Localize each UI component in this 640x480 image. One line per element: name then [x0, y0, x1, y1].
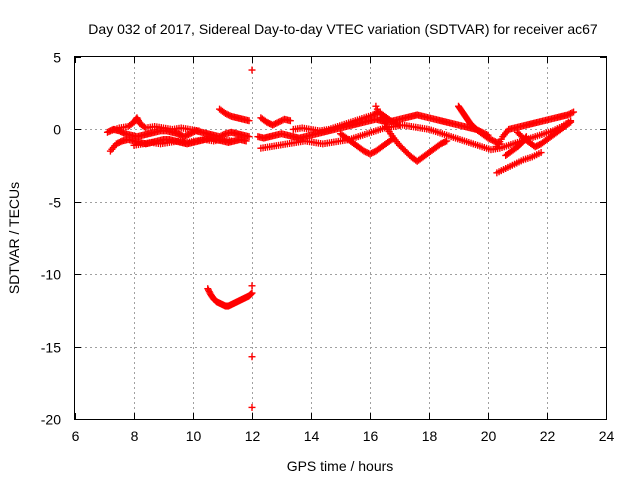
series-s15	[493, 108, 578, 151]
data-point	[568, 109, 576, 117]
data-point	[248, 282, 256, 290]
chart-title: Day 032 of 2017, Sidereal Day-to-day VTE…	[88, 21, 598, 37]
y-tick-labels: 5 0 -5 -10 -15 -20	[41, 50, 61, 428]
data-point	[441, 138, 449, 146]
y-tick-label: -5	[49, 195, 62, 211]
data-point	[570, 108, 578, 116]
data-point	[247, 290, 255, 298]
y-tick-label: 0	[53, 122, 61, 138]
data-point	[247, 290, 255, 298]
data-point	[242, 137, 250, 145]
x-tick-label: 14	[304, 428, 320, 444]
data-point	[248, 289, 256, 297]
x-tick-label: 22	[540, 428, 556, 444]
x-tick-labels: 6 8 10 12 14 16 18 20 22 24	[72, 428, 615, 444]
x-tick-label: 18	[422, 428, 438, 444]
data-point	[245, 133, 253, 141]
data-points	[103, 66, 578, 411]
y-tick-label: -15	[41, 340, 61, 356]
data-point	[396, 121, 403, 129]
series-s10	[257, 114, 294, 129]
series-s18	[514, 118, 575, 151]
data-point	[537, 149, 545, 157]
data-point	[390, 134, 398, 142]
x-axis-title: GPS time / hours	[287, 458, 394, 474]
x-tick-label: 12	[245, 428, 261, 444]
x-tick-label: 10	[186, 428, 202, 444]
x-tick-label: 16	[363, 428, 379, 444]
data-point	[385, 116, 393, 124]
series-s5	[216, 105, 253, 125]
x-tick-label: 20	[481, 428, 497, 444]
grid	[75, 57, 606, 419]
data-point	[388, 135, 396, 143]
y-tick-label: -20	[41, 412, 61, 428]
y-axis-title: SDTVAR / TECUs	[6, 182, 22, 294]
y-tick-label: 5	[53, 50, 61, 66]
data-point	[195, 127, 203, 135]
data-point	[245, 117, 253, 125]
data-point	[443, 137, 451, 145]
axis-ticks	[75, 57, 607, 420]
data-point	[140, 123, 148, 131]
data-point	[248, 403, 256, 411]
x-tick-label: 8	[131, 428, 139, 444]
plot-frame	[74, 56, 607, 420]
series-s7	[248, 66, 256, 411]
series-s13	[337, 130, 398, 158]
data-point	[286, 117, 294, 125]
series-s16	[493, 149, 545, 177]
data-point	[567, 118, 575, 126]
series-s3	[106, 114, 203, 135]
x-tick-label: 6	[72, 428, 80, 444]
y-tick-label: -10	[41, 267, 61, 283]
series-s4	[130, 136, 235, 149]
data-point	[227, 137, 235, 145]
data-point	[248, 66, 256, 74]
data-point	[248, 353, 256, 361]
series-s1	[103, 125, 253, 141]
series-s6	[204, 285, 256, 310]
x-tick-label: 24	[599, 428, 615, 444]
data-point	[565, 119, 573, 127]
